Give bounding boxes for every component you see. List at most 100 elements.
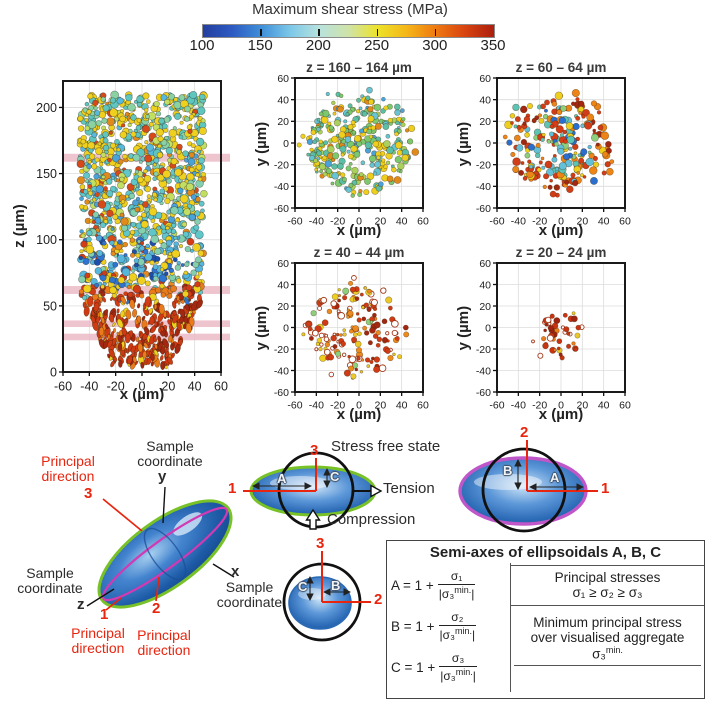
y-tick-label: 0 <box>50 366 57 380</box>
slice-20-24: -60 -40 -20 0 20 40 60 -60 -40 -20 0 20 40 60 <box>476 258 631 412</box>
y-tick-label: -60 <box>274 203 289 215</box>
colorbar-gradient <box>202 24 495 38</box>
y-tick-label: -40 <box>274 181 289 193</box>
y-tick-label: 150 <box>36 167 57 181</box>
colorbar-tick-label: 250 <box>364 37 390 54</box>
x-tick-label: 40 <box>396 400 408 412</box>
x-tick-label: -20 <box>107 380 125 394</box>
x-tick-label: 40 <box>598 216 610 228</box>
y-tick-label: -40 <box>476 365 491 377</box>
y-axis-letter: y <box>158 468 167 485</box>
colorbar-tick <box>318 29 320 36</box>
slice3-title: z = 40 – 44 µm <box>313 245 405 260</box>
sample-coordinate-z-label: Sample coordinate <box>17 565 83 597</box>
y-tick-label: 0 <box>283 322 289 334</box>
y-tick-label: 100 <box>36 233 57 247</box>
x-tick-label: 0 <box>558 216 564 228</box>
semi-axis-B-label: B <box>331 578 341 593</box>
compression-arrow-icon <box>305 508 321 530</box>
y-tick-label: 50 <box>43 299 57 313</box>
principal1-pointer <box>105 597 122 611</box>
r12-axis1-number: 1 <box>601 480 610 497</box>
colorbar-tick-label: 350 <box>480 37 506 54</box>
principal3-pointer <box>102 498 143 532</box>
colorbar-tick-label: 200 <box>305 37 331 54</box>
formula-A: A = 1 + σ₁ |σ₃min.| <box>391 568 476 601</box>
y-tick-label: 20 <box>277 301 289 313</box>
x-tick-label: -20 <box>532 400 547 412</box>
y-tick-label: -60 <box>274 387 289 399</box>
slice4-title: z = 20 – 24 µm <box>515 245 607 260</box>
highlight-band <box>63 286 230 294</box>
mid-axis3-number: 3 <box>310 442 319 459</box>
x-tick-label: 0 <box>356 400 362 412</box>
stress-free-state-label: Stress free state <box>331 438 441 455</box>
x-tick-label: 20 <box>576 216 588 228</box>
x-tick-label: 60 <box>417 216 429 228</box>
slice-40-44: -60 -40 -20 0 20 40 60 -60 -40 -20 0 20 40 60 <box>274 258 429 412</box>
colorbar-tick <box>434 29 437 36</box>
slice1-title: z = 160 – 164 µm <box>306 60 412 75</box>
min-principal-stress-note: Minimum principal stress over visualised… <box>514 606 701 666</box>
y-tick-label: 0 <box>485 138 491 150</box>
x-tick-label: -40 <box>309 400 324 412</box>
x-tick-label: 20 <box>374 400 386 412</box>
particles <box>502 89 615 198</box>
x-tick-label: -60 <box>287 400 302 412</box>
y-tick-label: -60 <box>476 203 491 215</box>
sheen <box>474 474 542 490</box>
slice2-xlabel: x (µm) <box>538 222 584 239</box>
slice-160-164: -60 -40 -20 0 20 40 60 -60 -40 -20 0 20 40 60 <box>274 73 429 228</box>
particles <box>301 275 410 380</box>
sample-ellipsoid-3d <box>86 486 235 611</box>
slice4-xlabel: x (µm) <box>538 406 584 423</box>
z-axis-pointer <box>86 588 115 607</box>
sample-coordinate-y-label: Sample coordinate <box>137 438 203 470</box>
mid-axis1-number: 1 <box>228 480 237 497</box>
x-tick-label: -60 <box>54 380 72 394</box>
y-tick-label: 40 <box>479 94 491 106</box>
principal-3-number: 3 <box>84 485 93 502</box>
semi-axis-A-label: A <box>550 470 560 485</box>
colorbar-tick-label: 300 <box>422 37 448 54</box>
x-tick-label: 0 <box>558 400 564 412</box>
z-axis-letter: z <box>77 596 85 613</box>
table-description-column: Principal stresses σ₁ ≥ σ₂ ≥ σ₃ Minimum … <box>511 565 704 692</box>
particles <box>296 86 420 198</box>
principal-direction-1-label: Principal direction <box>71 625 125 657</box>
colorbar-tick <box>376 29 379 36</box>
principal-plane-12-diagram <box>458 440 598 533</box>
table-header: Semi-axes of ellipsoidals A, B, C <box>429 544 662 561</box>
y-tick-label: -20 <box>476 344 491 356</box>
stress-free-state-diagram <box>243 451 383 530</box>
y-tick-label: 60 <box>277 258 289 270</box>
x-tick-label: -20 <box>330 216 345 228</box>
principal-1-number: 1 <box>100 606 109 623</box>
principal-2-number: 2 <box>152 600 161 617</box>
sample-coordinate-x-label: Sample coordinate <box>216 579 283 611</box>
y-tick-label: 60 <box>479 73 491 85</box>
principal-stresses-note: Principal stresses σ₁ ≥ σ₂ ≥ σ₃ <box>511 566 704 606</box>
y-tick-label: 60 <box>277 73 289 85</box>
semi-axis-C-label: C <box>298 579 308 594</box>
y-tick-label: 20 <box>277 116 289 128</box>
y-tick-label: 20 <box>479 116 491 128</box>
x-tick-label: 20 <box>374 216 386 228</box>
x-tick-label: -40 <box>511 400 526 412</box>
r12-axis2-number: 2 <box>520 424 529 441</box>
x-axis-letter: x <box>231 563 240 580</box>
compression-label: Compression <box>327 511 416 528</box>
tension-label: Tension <box>383 480 435 497</box>
x-tick-label: 60 <box>214 380 228 394</box>
x-tick-label: 0 <box>139 380 146 394</box>
semi-axis-B-label: B <box>503 463 513 478</box>
y-tick-label: 40 <box>479 279 491 291</box>
x-tick-label: 40 <box>396 216 408 228</box>
semi-axes-table: Semi-axes of ellipsoidals A, B, C A = 1 … <box>386 540 705 699</box>
slice2-title: z = 60 – 64 µm <box>515 60 607 75</box>
formula-B: B = 1 + σ₂ |σ₃min.| <box>391 609 477 642</box>
colorbar-title: Maximum shear stress (MPa) <box>252 1 448 18</box>
